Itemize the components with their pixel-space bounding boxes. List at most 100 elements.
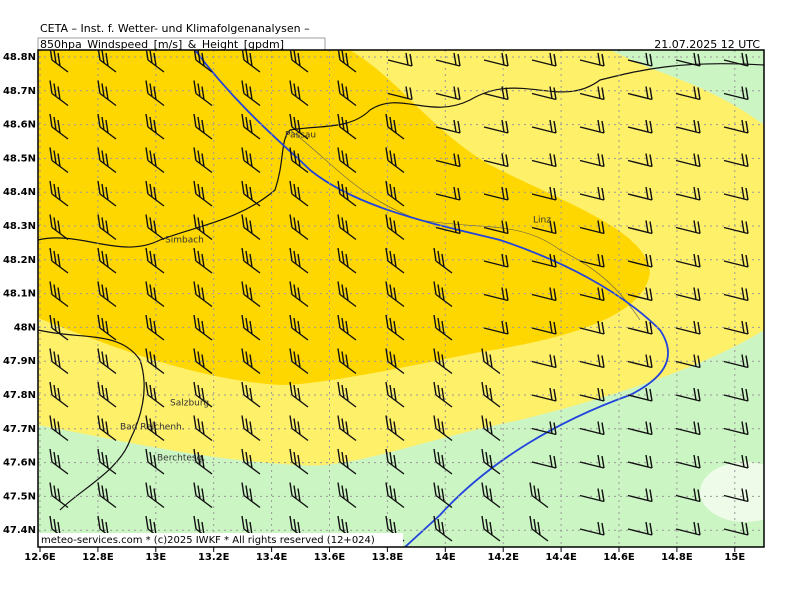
wind-barb	[675, 186, 701, 201]
wind-barb	[627, 119, 653, 134]
wind-barb	[385, 448, 405, 475]
wind-barb	[289, 448, 309, 475]
wind-barb	[531, 186, 557, 201]
wind-barb	[385, 415, 405, 442]
wind-barb	[675, 52, 701, 67]
wind-barb	[97, 415, 117, 442]
lat-label: 47.6N	[3, 458, 36, 469]
wind-barb	[579, 186, 605, 201]
wind-barb	[193, 415, 213, 442]
wind-barb	[483, 220, 509, 235]
wind-barb	[289, 314, 309, 341]
river	[289, 129, 641, 321]
wind-barb	[145, 247, 165, 274]
wind-barb	[241, 448, 261, 475]
wind-barb	[49, 247, 69, 274]
wind-barb	[49, 147, 69, 174]
wind-barb	[145, 50, 165, 73]
wind-barb	[193, 314, 213, 341]
wind-barb	[337, 80, 357, 107]
wind-barb	[675, 421, 701, 436]
lat-label: 47.5N	[3, 491, 36, 502]
wind-barb	[483, 86, 509, 101]
wind-barb	[241, 50, 261, 73]
wind-barb	[49, 448, 69, 475]
wind-barb	[723, 186, 749, 201]
wind-barb	[433, 348, 453, 375]
lat-label: 48.7N	[3, 86, 36, 97]
wind-barb	[385, 247, 405, 274]
wind-barb	[241, 80, 261, 107]
wind-barb	[627, 86, 653, 101]
wind-barb	[49, 348, 69, 375]
wind-barb	[579, 421, 605, 436]
wind-barb	[97, 113, 117, 140]
lat-label: 48N	[14, 322, 36, 333]
lon-label: 14.6E	[603, 552, 635, 563]
wind-barb	[579, 454, 605, 469]
wind-barb	[97, 50, 117, 73]
wind-barb	[145, 180, 165, 207]
wind-barb	[579, 521, 605, 536]
wind-barb	[241, 314, 261, 341]
wind-barb	[675, 253, 701, 268]
wind-barb	[97, 482, 117, 509]
wind-barb	[675, 119, 701, 134]
calm-zone	[700, 462, 764, 522]
axis-labels: 12.6E 12.8E 13E 13.2E 13.4E 13.6E 13.8E 14E 14.2…	[3, 52, 745, 563]
wind-barb	[723, 153, 749, 168]
wind-barb	[241, 482, 261, 509]
wind-barb	[579, 253, 605, 268]
lon-label: 12.8E	[82, 552, 114, 563]
wind-barb	[723, 521, 749, 536]
wind-barb	[97, 214, 117, 241]
wind-barb	[193, 348, 213, 375]
wind-barb	[193, 147, 213, 174]
wind-barb	[627, 287, 653, 302]
place-label: Berchtesg.	[157, 454, 205, 464]
wind-barb	[289, 80, 309, 107]
wind-barb	[433, 247, 453, 274]
wind-barb	[435, 153, 461, 168]
wind-barb	[193, 381, 213, 408]
wind-barb	[241, 180, 261, 207]
page-title: CETA – Inst. f. Wetter- und Klimafolgena…	[40, 22, 310, 35]
subtitle: 850hpa_Windspeed_[m/s]_&_Height_[gpdm]	[40, 38, 284, 51]
wind-barb	[145, 113, 165, 140]
wind-barb	[433, 381, 453, 408]
lat-label: 48.6N	[3, 120, 36, 131]
wind-barb	[97, 80, 117, 107]
wind-barb	[337, 214, 357, 241]
wind-barb	[145, 381, 165, 408]
wind-barb	[483, 287, 509, 302]
wind-barb	[289, 50, 309, 73]
wind-barb	[289, 214, 309, 241]
wind-barb	[387, 52, 413, 67]
wind-barb	[193, 448, 213, 475]
place-label: Salzburg	[170, 399, 209, 409]
wind-barb	[723, 488, 749, 503]
wind-barb	[337, 281, 357, 308]
wind-barb	[433, 515, 453, 542]
wind-barb	[579, 387, 605, 402]
wind-barb	[723, 220, 749, 235]
lat-label: 48.3N	[3, 221, 36, 232]
lat-label: 48.8N	[3, 52, 36, 63]
wind-barb	[241, 214, 261, 241]
wind-barb	[627, 153, 653, 168]
wind-barb	[579, 320, 605, 335]
wind-barb	[531, 320, 557, 335]
wind-barb	[433, 448, 453, 475]
wind-barb	[531, 454, 557, 469]
wind-barb	[675, 320, 701, 335]
wind-barb	[337, 482, 357, 509]
wind-barb	[145, 415, 165, 442]
wind-barb	[241, 147, 261, 174]
wind-barb	[241, 381, 261, 408]
lon-label: 13E	[145, 552, 166, 563]
wind-barbs	[49, 50, 749, 542]
wind-barb	[529, 482, 549, 509]
wind-barb	[193, 247, 213, 274]
wind-barb	[49, 214, 69, 241]
lat-label: 47.9N	[3, 356, 36, 367]
